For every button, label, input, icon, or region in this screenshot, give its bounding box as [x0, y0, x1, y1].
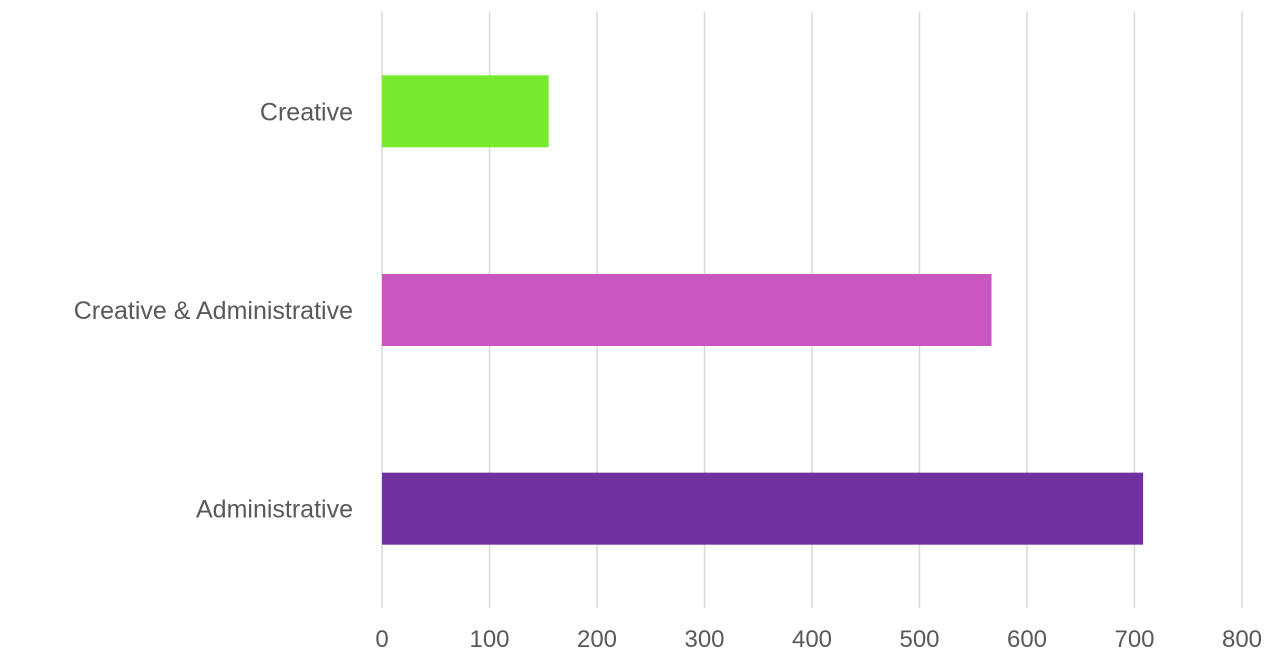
x-tick-label-700: 700	[1114, 626, 1154, 653]
x-tick-label-100: 100	[469, 626, 509, 653]
bars	[382, 75, 1144, 545]
category-labels: Administrative Creative & Administrative C…	[74, 98, 353, 523]
x-tick-label-400: 400	[792, 626, 832, 653]
category-label-administrative: Administrative	[196, 496, 353, 524]
x-tick-label-500: 500	[899, 626, 939, 653]
x-tick-label-300: 300	[684, 626, 724, 653]
x-tick-label-0: 0	[375, 626, 388, 653]
bar-creative-administrative	[382, 274, 992, 346]
bar-administrative	[382, 472, 1144, 545]
x-tick-label-600: 600	[1007, 626, 1047, 653]
bar-creative	[382, 75, 549, 148]
x-tick-label-800: 800	[1222, 626, 1262, 653]
category-label-creative-administrative: Creative & Administrative	[74, 297, 353, 325]
x-tick-label-200: 200	[577, 626, 617, 653]
x-axis-tick-labels: 0 100 200 300 400 500 600 700 800	[375, 626, 1262, 653]
category-label-creative: Creative	[260, 98, 353, 126]
